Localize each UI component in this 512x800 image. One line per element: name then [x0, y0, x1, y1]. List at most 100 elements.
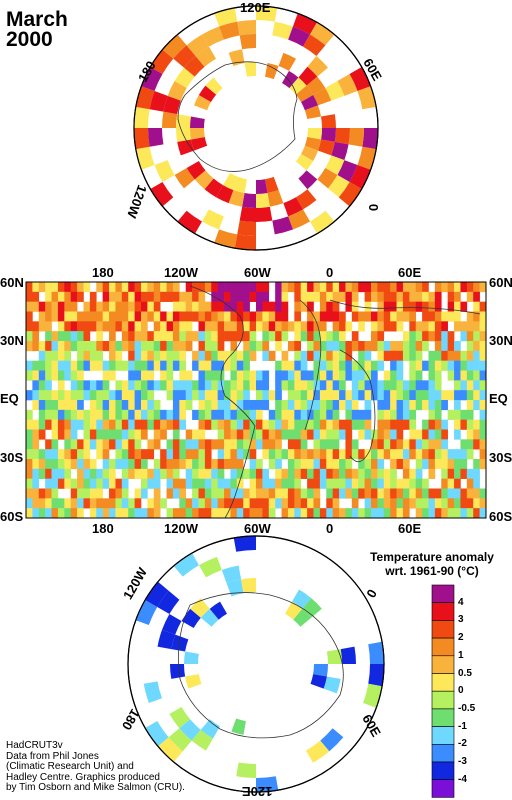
anomaly-cell	[441, 321, 448, 332]
anomaly-cell	[160, 311, 167, 322]
anomaly-cell	[32, 449, 40, 460]
anomaly-cell	[441, 360, 448, 371]
anomaly-cell	[77, 331, 84, 342]
bottom-axis-label: 0	[326, 521, 334, 536]
anomaly-cell	[89, 409, 97, 420]
anomaly-cell	[153, 488, 161, 499]
anomaly-cell	[102, 478, 110, 489]
anomaly-cell	[102, 400, 110, 411]
anomaly-cell	[64, 370, 72, 381]
anomaly-cell	[371, 449, 378, 460]
anomaly-cell	[51, 291, 59, 302]
anomaly-cell	[172, 331, 180, 342]
anomaly-cell	[281, 400, 289, 411]
anomaly-cell	[441, 478, 448, 489]
anomaly-cell	[332, 321, 340, 332]
anomaly-cell	[211, 478, 218, 489]
anomaly-cell	[89, 439, 97, 450]
left-axis-label: 30N	[0, 333, 24, 348]
anomaly-cell	[479, 400, 487, 411]
anomaly-cell	[275, 400, 282, 411]
anomaly-cell	[364, 459, 372, 470]
anomaly-cell	[364, 478, 372, 489]
anomaly-cell	[415, 331, 423, 342]
anomaly-cell	[383, 291, 391, 302]
anomaly-cell	[441, 311, 448, 322]
anomaly-cell	[441, 459, 448, 470]
anomaly-cell	[454, 468, 461, 479]
anomaly-cell	[109, 311, 116, 322]
anomaly-cell	[45, 380, 52, 391]
anomaly-cell	[334, 128, 350, 145]
anomaly-cell	[428, 360, 436, 371]
anomaly-cell	[396, 390, 404, 401]
anomaly-cell	[332, 311, 340, 322]
anomaly-cell	[230, 468, 238, 479]
anomaly-cell	[390, 390, 397, 401]
anomaly-cell	[332, 291, 340, 302]
anomaly-cell	[332, 301, 340, 312]
anomaly-cell	[141, 400, 148, 411]
anomaly-cell	[204, 498, 212, 509]
anomaly-cell	[57, 459, 65, 470]
anomaly-cell	[51, 370, 59, 381]
anomaly-cell	[109, 468, 116, 479]
anomaly-cell	[102, 508, 110, 519]
anomaly-cell	[236, 459, 244, 470]
anomaly-cell	[434, 449, 442, 460]
anomaly-cell	[281, 350, 289, 361]
anomaly-cell	[64, 301, 72, 312]
anomaly-cell	[434, 498, 442, 509]
anomaly-cell	[77, 390, 84, 401]
anomaly-cell	[275, 370, 282, 381]
anomaly-cell	[383, 498, 391, 509]
anomaly-cell	[402, 291, 410, 302]
anomaly-cell	[339, 488, 346, 499]
anomaly-cell	[77, 341, 84, 352]
anomaly-cell	[415, 291, 423, 302]
anomaly-cell	[428, 321, 436, 332]
anomaly-cell	[319, 311, 327, 322]
anomaly-cell	[241, 578, 256, 594]
anomaly-cell	[383, 488, 391, 499]
anomaly-cell	[268, 409, 276, 420]
anomaly-cell	[230, 321, 238, 332]
anomaly-cell	[313, 508, 321, 519]
anomaly-cell	[345, 321, 353, 332]
anomaly-cell	[172, 419, 180, 430]
anomaly-cell	[45, 291, 52, 302]
anomaly-cell	[371, 459, 378, 470]
anomaly-cell	[434, 508, 442, 519]
credits: HadCRUT3v Data from Phil Jones (Climatic…	[6, 740, 185, 794]
anomaly-cell	[287, 498, 295, 509]
anomaly-cell	[300, 380, 308, 391]
anomaly-cell	[307, 390, 314, 401]
anomaly-cell	[198, 400, 206, 411]
anomaly-cell	[256, 400, 263, 411]
anomaly-cell	[339, 380, 346, 391]
bottom-axis-label: 180	[92, 521, 114, 536]
anomaly-cell	[166, 419, 174, 430]
anomaly-cell	[64, 390, 72, 401]
anomaly-cell	[236, 508, 244, 519]
anomaly-cell	[313, 409, 321, 420]
anomaly-cell	[318, 139, 335, 156]
anomaly-cell	[422, 291, 429, 302]
anomaly-cell	[109, 419, 116, 430]
anomaly-cell	[396, 488, 404, 499]
anomaly-cell	[326, 301, 333, 312]
left-axis-label: 30S	[0, 450, 24, 465]
anomaly-cell	[243, 400, 250, 411]
anomaly-cell	[141, 488, 148, 499]
anomaly-cell	[319, 321, 327, 332]
anomaly-cell	[192, 468, 199, 479]
anomaly-cell	[441, 439, 448, 450]
anomaly-cell	[115, 301, 123, 312]
anomaly-cell	[147, 291, 155, 302]
anomaly-cell	[473, 321, 480, 332]
anomaly-cell	[358, 488, 365, 499]
anomaly-cell	[371, 498, 378, 509]
anomaly-cell	[102, 449, 110, 460]
anomaly-cell	[409, 449, 417, 460]
anomaly-cell	[256, 6, 278, 22]
